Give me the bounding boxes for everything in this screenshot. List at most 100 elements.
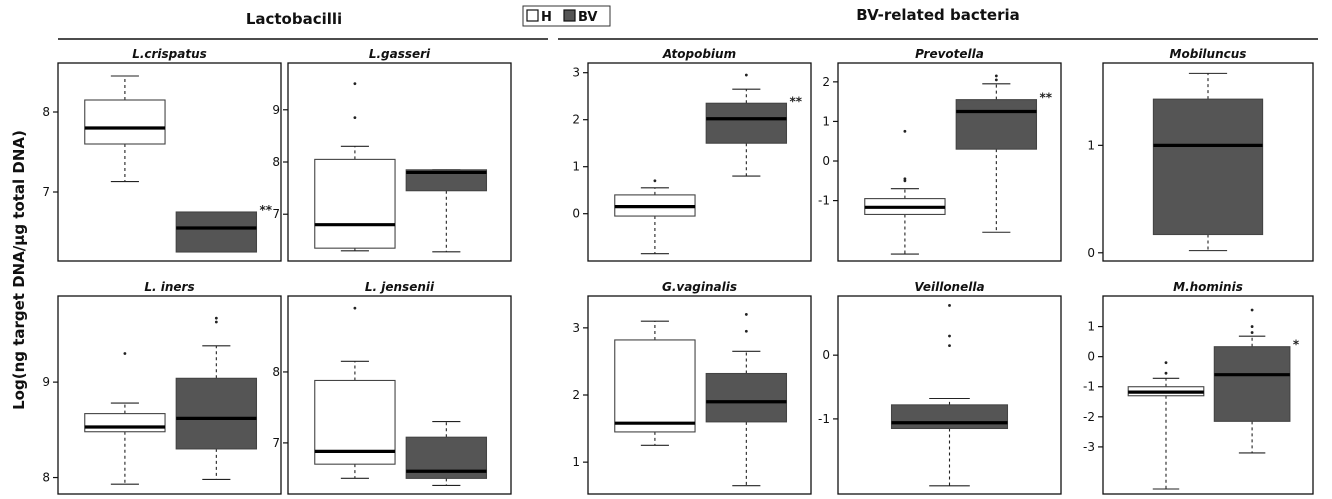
significance-marker: **: [259, 203, 272, 217]
box-h: [1127, 361, 1205, 490]
panel-l-crispatus: L.crispatus 7 8 **: [42, 47, 282, 262]
panel-title: L.gasseri: [369, 47, 431, 61]
y-tick-label: -1: [818, 194, 830, 208]
panel-title: L. jensenii: [365, 280, 435, 294]
panel-frame: [837, 295, 1062, 495]
box-iqr: [955, 99, 1038, 150]
outlier-point: [653, 179, 657, 183]
panel-mobiluncus: Mobiluncus 0 1: [1087, 47, 1314, 262]
panel-veillonella: Veillonella -1 0: [818, 280, 1062, 495]
significance-marker: *: [1293, 338, 1300, 352]
legend-swatch-bv: [563, 9, 576, 22]
y-tick-label: 0: [1087, 246, 1095, 260]
box-bv: [890, 304, 1009, 487]
outlier-point: [353, 306, 357, 310]
box-bv: [1152, 72, 1264, 252]
y-tick-label: 0: [1087, 350, 1095, 364]
panel-g-vaginalis: G.vaginalis 1 2 3: [572, 280, 812, 495]
box-h: [614, 320, 696, 446]
y-tick-label: 0: [822, 154, 830, 168]
y-tick-label: 7: [42, 185, 50, 199]
y-tick-label: 1: [1087, 320, 1095, 334]
y-tick-label: 9: [42, 375, 50, 389]
y-tick-label: 0: [572, 207, 580, 221]
y-tick-label: 2: [572, 113, 580, 127]
outlier-point: [1164, 361, 1168, 365]
y-tick-label: 1: [572, 455, 580, 469]
box-bv: [175, 316, 258, 481]
box-h: [864, 129, 946, 255]
outlier-point: [353, 116, 357, 120]
box-iqr: [1152, 98, 1264, 236]
outlier-point: [1250, 331, 1254, 334]
outlier-point: [353, 82, 357, 86]
group-label-bv-bacteria: BV-related bacteria: [856, 6, 1019, 24]
panel-frame: [57, 62, 282, 262]
significance-marker: **: [789, 94, 802, 108]
box-iqr: [890, 404, 1009, 430]
box-bv: [705, 73, 788, 177]
y-tick-label: 9: [272, 103, 280, 117]
panel-title: M.hominis: [1173, 280, 1243, 294]
box-bv: [405, 421, 488, 487]
outlier-point: [948, 344, 951, 348]
box-iqr: [705, 102, 788, 144]
outlier-point: [903, 129, 907, 133]
legend: H BV: [522, 5, 611, 27]
outlier-point: [1250, 308, 1254, 312]
outlier-point: [744, 73, 748, 77]
panel-title: Atopobium: [662, 47, 736, 61]
panel-atopobium: Atopobium 0 1 2 3 **: [572, 47, 812, 262]
box-bv: [705, 313, 788, 487]
outlier-point: [948, 304, 951, 307]
box-iqr: [175, 211, 258, 253]
box-bv: [1213, 308, 1291, 454]
y-tick-label: 8: [42, 105, 50, 119]
box-iqr: [405, 169, 488, 192]
panel-frame: [1102, 62, 1314, 262]
outlier-point: [744, 313, 748, 316]
panel-frame: [837, 62, 1062, 262]
panel-title: Mobiluncus: [1170, 47, 1247, 61]
y-tick-label: 1: [1087, 138, 1095, 152]
box-iqr: [705, 372, 788, 423]
y-tick-label: -2: [1083, 410, 1095, 424]
box-bv: [405, 169, 488, 253]
legend-swatch-h: [526, 9, 539, 22]
box-iqr: [175, 377, 258, 450]
outlier-point: [903, 179, 907, 183]
outlier-point: [1164, 371, 1168, 375]
y-tick-label: 3: [572, 321, 580, 335]
y-axis-label: Log(ng target DNA/µg total DNA): [10, 130, 28, 410]
panel-title: L. iners: [144, 280, 194, 294]
panel-l-jensenii: L. jensenii 7 8: [272, 280, 512, 495]
y-tick-label: -3: [1083, 440, 1095, 454]
legend-label-bv: BV: [578, 10, 597, 25]
box-iqr: [614, 339, 696, 433]
y-tick-label: 3: [572, 66, 580, 80]
box-h: [84, 352, 166, 485]
y-tick-label: 8: [42, 471, 50, 485]
box-h: [84, 75, 166, 183]
panel-title: G.vaginalis: [662, 280, 737, 294]
y-tick-label: -1: [1083, 380, 1095, 394]
outlier-point: [1250, 325, 1254, 328]
y-tick-label: 2: [572, 388, 580, 402]
panel-l-iners: L. iners 8 9: [42, 280, 282, 495]
box-bv: [955, 74, 1038, 233]
box-iqr: [84, 99, 166, 145]
outlier-point: [744, 329, 748, 333]
y-tick-label: -1: [818, 412, 830, 426]
box-iqr: [84, 413, 166, 433]
y-tick-label: 0: [822, 348, 830, 362]
box-iqr: [314, 158, 396, 249]
legend-label-h: H: [541, 10, 552, 25]
panel-frame: [57, 295, 282, 495]
outlier-point: [994, 74, 998, 78]
y-tick-label: 1: [572, 160, 580, 174]
outlier-point: [903, 177, 907, 181]
y-tick-label: 1: [822, 114, 830, 128]
panels: L.crispatus 7 8 ** L.gasseri 7 8 9 Atopobium 0 1 2 3…: [42, 47, 1314, 495]
significance-marker: **: [1039, 91, 1052, 105]
